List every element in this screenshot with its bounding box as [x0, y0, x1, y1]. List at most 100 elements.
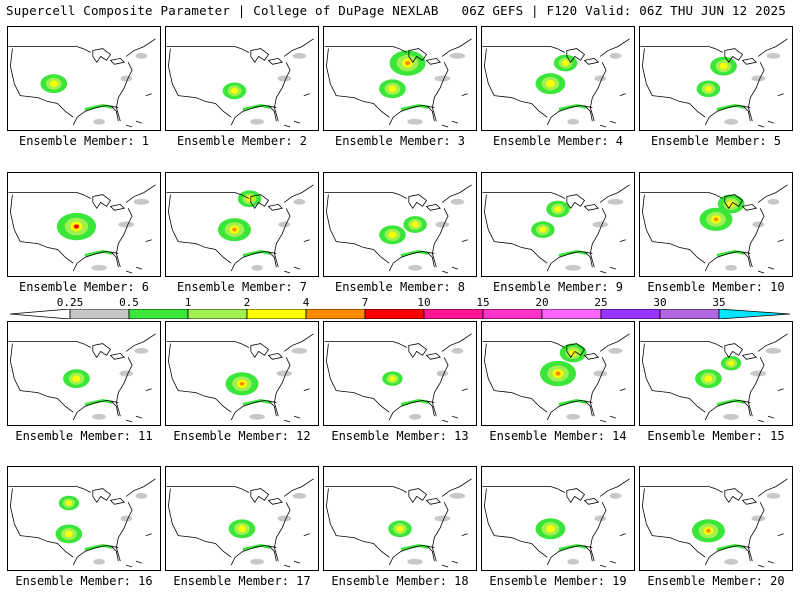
colorbar-segment [423, 309, 484, 319]
colorbar-tick-label: 15 [476, 296, 490, 309]
colorbar-segment [364, 309, 425, 319]
ensemble-member-map [323, 172, 477, 277]
basemap [8, 333, 156, 423]
scp-field [55, 492, 148, 565]
scp-field [539, 343, 623, 420]
ensemble-member-label: Ensemble Member: 5 [650, 134, 782, 148]
ensemble-member-label: Ensemble Member: 4 [492, 134, 624, 148]
basemap [166, 333, 314, 423]
basemap [482, 38, 630, 128]
scp-field [379, 198, 465, 271]
ensemble-member-label: Ensemble Member: 7 [176, 280, 308, 294]
basemap [324, 333, 472, 423]
basemap [324, 478, 472, 568]
scp-field [56, 198, 150, 271]
ensemble-member-label: Ensemble Member: 17 [173, 574, 311, 588]
basemap [640, 38, 788, 128]
colorbar-tick-label: 35 [712, 296, 726, 309]
scp-field [379, 50, 466, 125]
scp-field [382, 347, 464, 420]
colorbar-segment [246, 309, 307, 319]
colorbar [10, 309, 790, 319]
basemap [8, 478, 156, 568]
colorbar-tick-label: 7 [361, 296, 369, 309]
ensemble-member-label: Ensemble Member: 18 [331, 574, 469, 588]
ensemble-member-map [323, 26, 477, 131]
scp-field [691, 492, 781, 565]
colorbar-segment [305, 309, 366, 319]
ensemble-member-label: Ensemble Member: 10 [647, 280, 785, 294]
ensemble-member-label: Ensemble Member: 12 [173, 429, 311, 443]
ensemble-member-map [481, 172, 635, 277]
ensemble-member-map [481, 466, 635, 571]
ensemble-member-map [7, 466, 161, 571]
basemap [482, 184, 630, 274]
colorbar-segment [482, 309, 543, 319]
scp-field [217, 190, 306, 271]
basemap [8, 38, 156, 128]
basemap [640, 333, 788, 423]
colorbar-tick-label: 1 [184, 296, 192, 309]
colorbar-left-arrow [10, 309, 71, 319]
scp-field [63, 347, 149, 420]
colorbar-segment [541, 309, 602, 319]
colorbar-tick-label: 25 [594, 296, 608, 309]
colorbar-tick-label: 20 [535, 296, 549, 309]
ensemble-member-map [165, 321, 319, 426]
ensemble-member-map [165, 466, 319, 571]
ensemble-member-label: Ensemble Member: 19 [489, 574, 627, 588]
ensemble-member-map [481, 321, 635, 426]
scp-field [535, 492, 622, 565]
basemap [324, 184, 472, 274]
scp-field [388, 492, 466, 565]
scp-field [531, 198, 624, 271]
ensemble-member-label: Ensemble Member: 16 [15, 574, 153, 588]
basemap [8, 184, 156, 274]
colorbar-segment [187, 309, 248, 319]
ensemble-member-map [323, 466, 477, 571]
scp-field [228, 492, 307, 565]
colorbar-right-arrow [718, 309, 790, 319]
ensemble-member-label: Ensemble Member: 13 [331, 429, 469, 443]
ensemble-member-map [165, 26, 319, 131]
ensemble-member-map [7, 321, 161, 426]
ensemble-member-label: Ensemble Member: 9 [492, 280, 624, 294]
run-info: 06Z GEFS | F120 Valid: 06Z THU JUN 12 20… [461, 3, 786, 18]
scp-field [535, 52, 622, 125]
colorbar-segment [128, 309, 189, 319]
colorbar-tick-label: 0.25 [56, 296, 84, 309]
scp-field [222, 52, 307, 125]
basemap [166, 184, 314, 274]
ensemble-member-map [639, 321, 793, 426]
scp-field [225, 347, 308, 420]
basemap [166, 38, 314, 128]
ensemble-member-label: Ensemble Member: 20 [647, 574, 785, 588]
ensemble-member-label: Ensemble Member: 14 [489, 429, 627, 443]
colorbar-tick-label: 0.5 [119, 296, 139, 309]
basemap [166, 478, 314, 568]
ensemble-member-map [639, 466, 793, 571]
ensemble-member-map [7, 172, 161, 277]
colorbar-segment [69, 309, 130, 319]
scp-field [699, 194, 780, 271]
ensemble-member-label: Ensemble Member: 6 [18, 280, 150, 294]
basemap [324, 38, 472, 128]
colorbar-segment [600, 309, 661, 319]
ensemble-member-map [323, 321, 477, 426]
ensemble-member-label: Ensemble Member: 3 [334, 134, 466, 148]
ensemble-member-map [7, 26, 161, 131]
colorbar-segment [659, 309, 720, 319]
basemap [640, 184, 788, 274]
colorbar-tick-label: 2 [243, 296, 251, 309]
ensemble-member-label: Ensemble Member: 11 [15, 429, 153, 443]
ensemble-member-label: Ensemble Member: 1 [18, 134, 150, 148]
basemap [640, 478, 788, 568]
colorbar-tick-label: 10 [417, 296, 431, 309]
ensemble-member-map [639, 26, 793, 131]
scp-field [40, 52, 148, 125]
ensemble-member-label: Ensemble Member: 8 [334, 280, 466, 294]
ensemble-member-label: Ensemble Member: 15 [647, 429, 785, 443]
scp-field [696, 52, 781, 125]
scp-field [695, 347, 782, 420]
ensemble-member-label: Ensemble Member: 2 [176, 134, 308, 148]
